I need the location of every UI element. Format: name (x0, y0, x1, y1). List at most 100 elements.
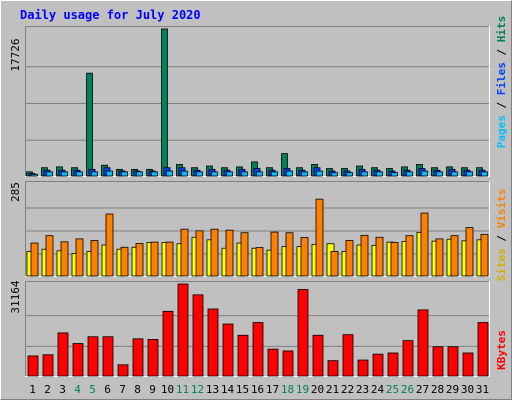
bar-kbytes-day-25 (387, 352, 399, 377)
panel-highlight-1 (25, 181, 490, 277)
bar-pages-day-17 (271, 171, 278, 177)
bar-pages-day-9 (151, 171, 158, 177)
bar-pages-day-15 (241, 171, 248, 177)
bar-pages-day-4 (76, 171, 83, 177)
bar-pages-day-20 (316, 170, 323, 177)
bar-visits-day-9 (150, 241, 159, 277)
bar-pages-day-26 (406, 171, 413, 177)
x-label-day-26: 26 (401, 383, 414, 396)
bar-hits-day-10 (161, 28, 168, 177)
bar-visits-day-5 (90, 240, 99, 277)
x-label-day-2: 2 (44, 383, 51, 396)
x-label-day-24: 24 (371, 383, 385, 396)
bar-kbytes-day-3 (57, 332, 69, 377)
bar-kbytes-day-31 (477, 322, 489, 377)
bar-visits-day-8 (135, 242, 144, 277)
bar-kbytes-day-1 (27, 355, 39, 377)
bar-visits-day-24 (375, 236, 384, 277)
bar-pages-day-10 (166, 170, 173, 177)
bar-visits-day-7 (120, 246, 129, 277)
bar-pages-day-1 (31, 173, 38, 177)
bar-pages-day-14 (226, 171, 233, 177)
bar-pages-day-3 (61, 171, 68, 177)
bar-visits-day-4 (75, 238, 84, 277)
bar-kbytes-day-10 (162, 310, 174, 377)
bar-pages-day-27 (421, 170, 428, 177)
x-label-day-31: 31 (476, 383, 489, 396)
x-label-day-12: 12 (191, 383, 204, 396)
bar-visits-day-11 (180, 228, 189, 277)
bar-visits-day-23 (360, 234, 369, 277)
bar-kbytes-day-24 (372, 353, 384, 377)
bar-visits-day-17 (270, 231, 279, 277)
visits-axis-max-label: 285 (9, 182, 22, 202)
bar-kbytes-day-22 (342, 334, 354, 377)
x-label-day-14: 14 (221, 383, 235, 396)
bar-kbytes-day-28 (432, 346, 444, 377)
x-label-day-17: 17 (266, 383, 279, 396)
bar-pages-day-30 (466, 171, 473, 177)
x-label-day-11: 11 (176, 383, 189, 396)
bar-kbytes-day-5 (87, 336, 99, 377)
bar-visits-day-20 (315, 198, 324, 277)
bar-visits-day-1 (30, 242, 39, 277)
bar-visits-day-2 (45, 235, 54, 277)
x-label-day-20: 20 (311, 383, 324, 396)
bar-pages-day-5 (91, 171, 98, 177)
bar-pages-day-21 (331, 172, 338, 177)
chart-title: Daily usage for July 2020 (20, 8, 201, 22)
bar-visits-day-27 (420, 212, 429, 277)
bar-pages-day-29 (451, 171, 458, 177)
legend-visits: Visits (495, 189, 508, 229)
bar-kbytes-day-26 (402, 340, 414, 377)
x-label-day-13: 13 (206, 383, 219, 396)
panel-shadow-1 (25, 181, 490, 277)
x-label-day-25: 25 (386, 383, 399, 396)
bar-kbytes-day-19 (297, 289, 309, 377)
bar-kbytes-day-23 (357, 359, 369, 377)
hits-axis-max-label: 17726 (9, 38, 22, 71)
bar-visits-day-21 (330, 251, 339, 277)
bar-visits-day-15 (240, 232, 249, 277)
bar-pages-day-31 (481, 171, 488, 177)
x-label-day-27: 27 (416, 383, 429, 396)
bar-hits-day-5 (86, 72, 93, 177)
bar-kbytes-day-30 (462, 352, 474, 377)
bar-visits-day-22 (345, 240, 354, 277)
bar-visits-day-28 (435, 238, 444, 277)
bar-visits-day-31 (480, 233, 489, 277)
bar-visits-day-12 (195, 230, 204, 277)
bar-pages-day-11 (181, 170, 188, 177)
x-label-day-19: 19 (296, 383, 309, 396)
x-label-day-15: 15 (236, 383, 249, 396)
panel-shadow-0 (25, 26, 490, 177)
bar-pages-day-28 (436, 171, 443, 177)
bar-pages-day-7 (121, 171, 128, 177)
bar-pages-day-18 (286, 170, 293, 177)
panel-0 (25, 26, 490, 177)
x-label-day-22: 22 (341, 383, 354, 396)
bar-kbytes-day-16 (252, 322, 264, 377)
bar-visits-day-3 (60, 241, 69, 277)
kbytes-legend: KBytes (495, 330, 508, 370)
bar-pages-day-22 (346, 172, 353, 177)
bar-visits-day-6 (105, 213, 114, 277)
bar-kbytes-day-13 (207, 308, 219, 377)
bar-kbytes-day-14 (222, 323, 234, 377)
bar-kbytes-day-15 (237, 334, 249, 377)
x-label-day-8: 8 (134, 383, 141, 396)
bar-kbytes-day-18 (282, 350, 294, 377)
x-axis-labels: 1 2 3 4 5 6 7 8 9 10 11 12 13 14 15 16 17 18 19 20 21 22 23 24 2… (29, 383, 489, 396)
bar-visits-day-26 (405, 235, 414, 277)
bar-kbytes-day-12 (192, 294, 204, 377)
bar-pages-day-23 (361, 171, 368, 177)
x-label-day-30: 30 (461, 383, 474, 396)
sites-visits-legend: Sites / Visits (495, 189, 508, 282)
bar-pages-day-25 (391, 172, 398, 177)
panel-highlight-0 (25, 26, 490, 177)
bar-visits-day-29 (450, 235, 459, 277)
legend-hits: Hits (495, 16, 508, 43)
bar-visits-day-18 (285, 232, 294, 277)
legend-files: Files (495, 62, 508, 95)
